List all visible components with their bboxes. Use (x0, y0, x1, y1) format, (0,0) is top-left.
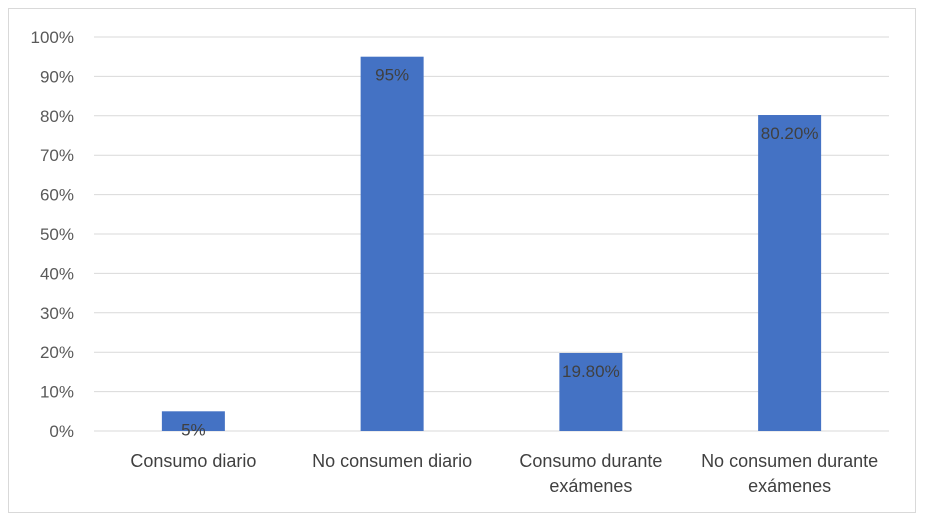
data-labels: 5% 95% 19.80% 80.20% (181, 66, 818, 440)
y-tick-label: 10% (40, 383, 74, 402)
bar (758, 115, 822, 432)
y-tick-label: 80% (40, 107, 74, 126)
x-category-label: No consumen durante (701, 451, 878, 471)
y-tick-label: 100% (31, 28, 74, 47)
y-tick-label: 20% (40, 343, 74, 362)
data-label: 19.80% (562, 362, 620, 381)
y-tick-label: 50% (40, 225, 74, 244)
x-category-label: Consumo durante (519, 451, 662, 471)
y-tick-label: 40% (40, 264, 74, 283)
x-category-label: Consumo diario (130, 451, 256, 471)
y-tick-label: 70% (40, 146, 74, 165)
bar (559, 352, 623, 431)
data-label: 5% (181, 420, 206, 439)
gridlines (94, 36, 889, 432)
x-category-label: exámenes (549, 476, 632, 496)
y-tick-label: 30% (40, 304, 74, 323)
data-label: 80.20% (761, 124, 819, 143)
y-tick-label: 60% (40, 186, 74, 205)
x-category-label: exámenes (748, 476, 831, 496)
bar (360, 56, 424, 431)
y-tick-label: 90% (40, 67, 74, 86)
bar (161, 411, 225, 431)
data-label: 95% (375, 66, 409, 85)
y-axis-ticks: 0% 10% 20% 30% 40% 50% 60% 70% 80% 90% 100% (31, 28, 74, 441)
y-tick-label: 0% (49, 422, 74, 441)
x-category-label: No consumen diario (312, 451, 472, 471)
x-axis-categories: Consumo diario No consumen diario Consumo … (130, 451, 878, 496)
bars (161, 56, 822, 432)
